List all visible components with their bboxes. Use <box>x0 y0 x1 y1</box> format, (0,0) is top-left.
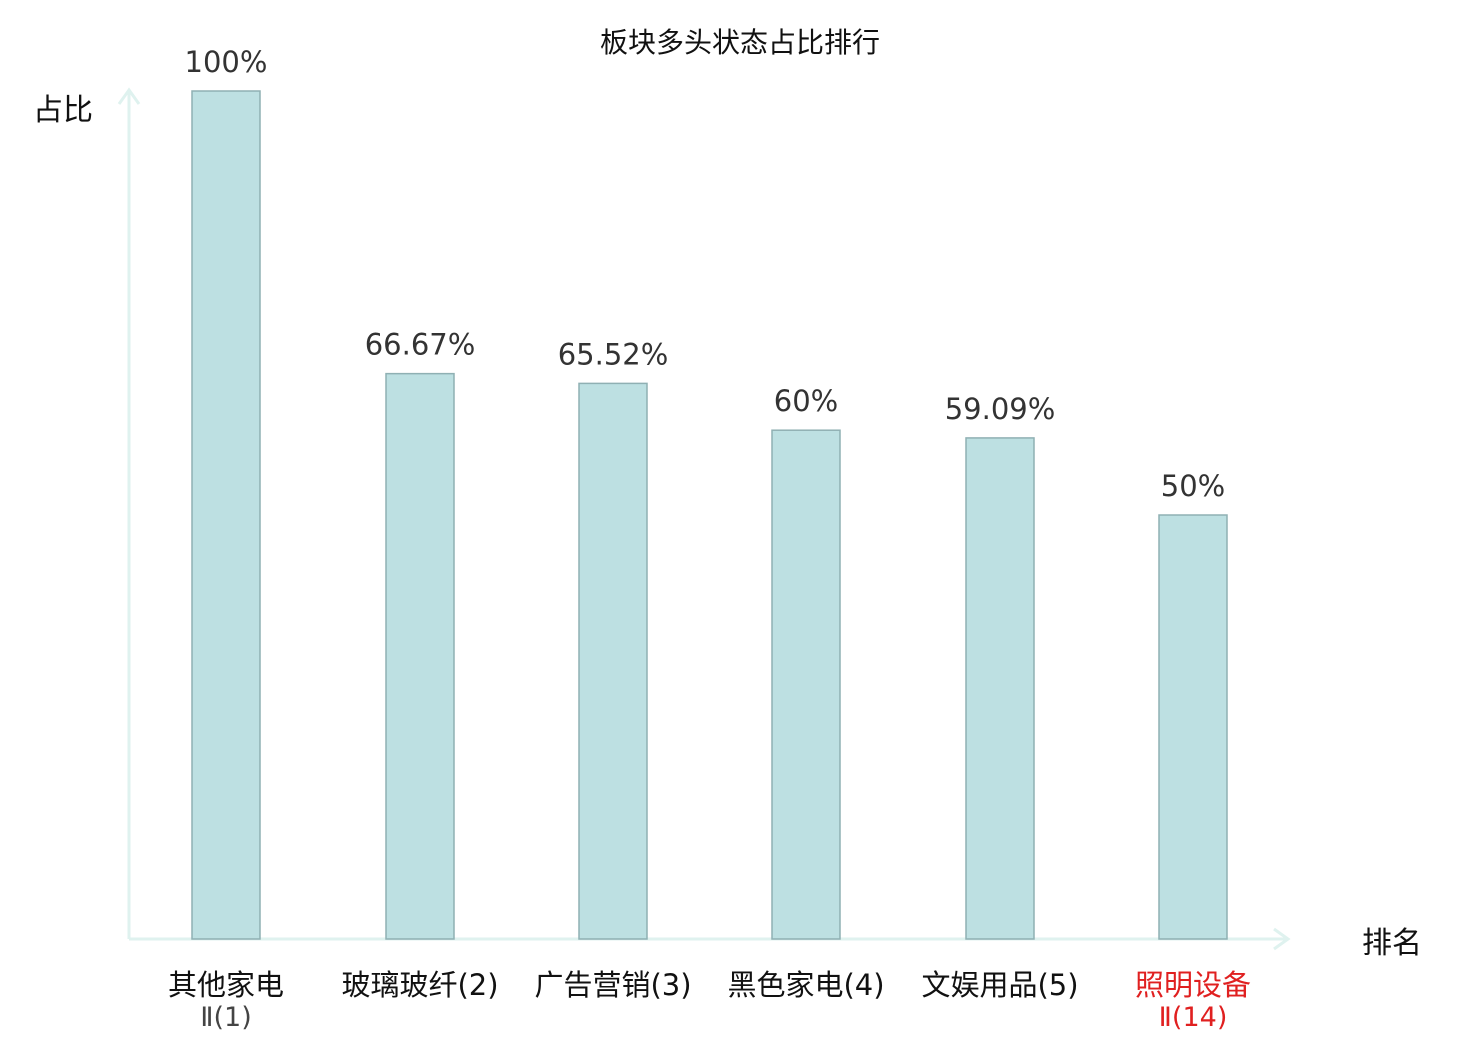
bar-value-label: 65.52% <box>558 337 669 371</box>
value-labels-group: 100% 66.67% 65.52% 60% 59.09% 50% <box>185 45 1226 503</box>
y-axis-arrow <box>117 87 141 105</box>
bar <box>578 382 648 940</box>
bars-group <box>191 90 1228 940</box>
x-axis-arrow <box>1273 927 1291 951</box>
category-label: 照明设备 <box>1135 968 1251 1002</box>
category-label-line2: Ⅱ(1) <box>200 1002 252 1033</box>
category-label: 玻璃玻纤(2) <box>341 968 498 1002</box>
bar-value-label: 60% <box>774 384 838 418</box>
bar-value-label: 100% <box>185 45 268 79</box>
bar-value-label: 66.67% <box>365 328 476 362</box>
bar <box>385 372 455 940</box>
bar <box>771 429 841 940</box>
category-label: 文娱用品(5) <box>921 968 1078 1002</box>
bar-value-label: 50% <box>1161 469 1225 503</box>
bar <box>965 437 1035 940</box>
x-axis-label: 排名 <box>1362 926 1422 961</box>
bar <box>191 90 261 940</box>
chart-title: 板块多头状态占比排行 <box>600 26 880 59</box>
bar-value-label: 59.09% <box>945 392 1056 426</box>
category-label: 黑色家电(4) <box>727 968 884 1002</box>
category-label-line2: Ⅱ(14) <box>1159 1002 1228 1033</box>
y-axis-label: 占比 <box>33 93 93 128</box>
axes <box>117 87 1291 951</box>
bar <box>1158 514 1228 940</box>
category-label: 广告营销(3) <box>534 968 691 1002</box>
category-label: 其他家电 <box>168 968 284 1002</box>
